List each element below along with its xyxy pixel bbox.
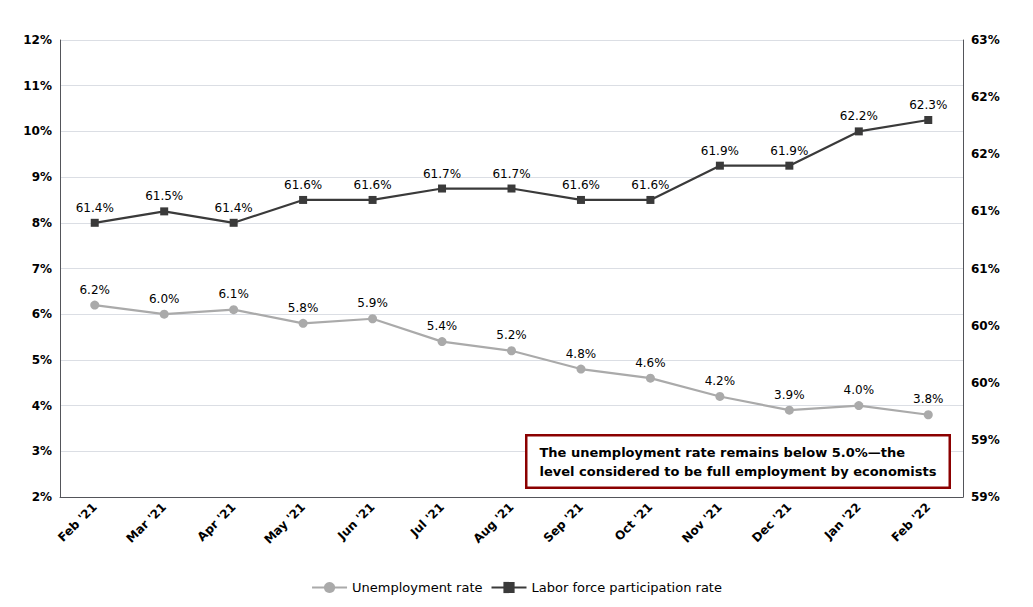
svg-text:Nov '21: Nov '21: [679, 500, 725, 546]
svg-text:61.7%: 61.7%: [492, 167, 530, 181]
svg-text:2%: 2%: [32, 490, 52, 504]
svg-text:62%: 62%: [971, 90, 1000, 104]
svg-text:61%: 61%: [971, 204, 1000, 218]
svg-text:Mar '21: Mar '21: [124, 500, 170, 546]
svg-text:6.2%: 6.2%: [79, 283, 110, 297]
svg-text:61.6%: 61.6%: [284, 178, 322, 192]
svg-text:61.6%: 61.6%: [354, 178, 392, 192]
svg-text:3.9%: 3.9%: [774, 388, 805, 402]
svg-text:61.9%: 61.9%: [701, 144, 739, 158]
svg-text:5.8%: 5.8%: [288, 301, 319, 315]
svg-text:Aug '21: Aug '21: [471, 500, 517, 546]
svg-text:Apr '21: Apr '21: [195, 500, 239, 544]
svg-text:61.5%: 61.5%: [145, 189, 183, 203]
svg-text:8%: 8%: [32, 216, 52, 230]
svg-text:59%: 59%: [971, 433, 1000, 447]
svg-text:4.0%: 4.0%: [844, 383, 875, 397]
svg-text:4.2%: 4.2%: [705, 374, 736, 388]
svg-text:6.0%: 6.0%: [149, 292, 180, 306]
svg-text:4.6%: 4.6%: [635, 356, 666, 370]
svg-text:60%: 60%: [971, 376, 1000, 390]
svg-text:Unemployment rate: Unemployment rate: [352, 580, 482, 595]
svg-text:61.4%: 61.4%: [76, 201, 114, 215]
svg-text:61.6%: 61.6%: [562, 178, 600, 192]
svg-text:9%: 9%: [32, 170, 52, 184]
svg-text:61%: 61%: [971, 262, 1000, 276]
svg-text:Sep '21: Sep '21: [541, 500, 586, 545]
svg-text:7%: 7%: [32, 262, 52, 276]
svg-text:3%: 3%: [32, 444, 52, 458]
svg-text:5%: 5%: [32, 353, 52, 367]
svg-text:62%: 62%: [971, 147, 1000, 161]
svg-text:5.4%: 5.4%: [427, 319, 458, 333]
svg-text:Feb '21: Feb '21: [55, 500, 100, 545]
svg-text:Jul '21: Jul '21: [407, 500, 447, 540]
svg-text:4.8%: 4.8%: [566, 347, 597, 361]
svg-text:61.6%: 61.6%: [631, 178, 669, 192]
svg-text:12%: 12%: [23, 33, 52, 47]
svg-text:The unemployment rate remains: The unemployment rate remains below 5.0%…: [539, 445, 905, 460]
svg-text:Jun '21: Jun '21: [334, 500, 377, 543]
svg-text:Labor force participation rate: Labor force participation rate: [532, 580, 722, 595]
svg-text:Jan '22: Jan '22: [821, 500, 864, 543]
svg-text:60%: 60%: [971, 319, 1000, 333]
svg-text:May '21: May '21: [261, 500, 308, 547]
svg-text:61.9%: 61.9%: [770, 144, 808, 158]
svg-text:6.1%: 6.1%: [218, 287, 249, 301]
svg-text:10%: 10%: [23, 124, 52, 138]
svg-text:62.3%: 62.3%: [909, 98, 947, 112]
svg-text:Dec '21: Dec '21: [749, 500, 794, 545]
svg-text:4%: 4%: [32, 399, 52, 413]
svg-text:5.2%: 5.2%: [496, 328, 527, 342]
svg-text:Oct '21: Oct '21: [612, 500, 656, 544]
svg-text:5.9%: 5.9%: [357, 296, 388, 310]
svg-text:61.7%: 61.7%: [423, 167, 461, 181]
svg-text:11%: 11%: [23, 79, 52, 93]
svg-text:3.8%: 3.8%: [913, 392, 944, 406]
svg-text:63%: 63%: [971, 33, 1000, 47]
svg-text:Feb '22: Feb '22: [889, 500, 934, 545]
svg-text:59%: 59%: [971, 490, 1000, 504]
svg-text:6%: 6%: [32, 307, 52, 321]
svg-text:61.4%: 61.4%: [215, 201, 253, 215]
svg-text:level considered to be full em: level considered to be full employment b…: [539, 464, 936, 479]
svg-text:62.2%: 62.2%: [840, 109, 878, 123]
